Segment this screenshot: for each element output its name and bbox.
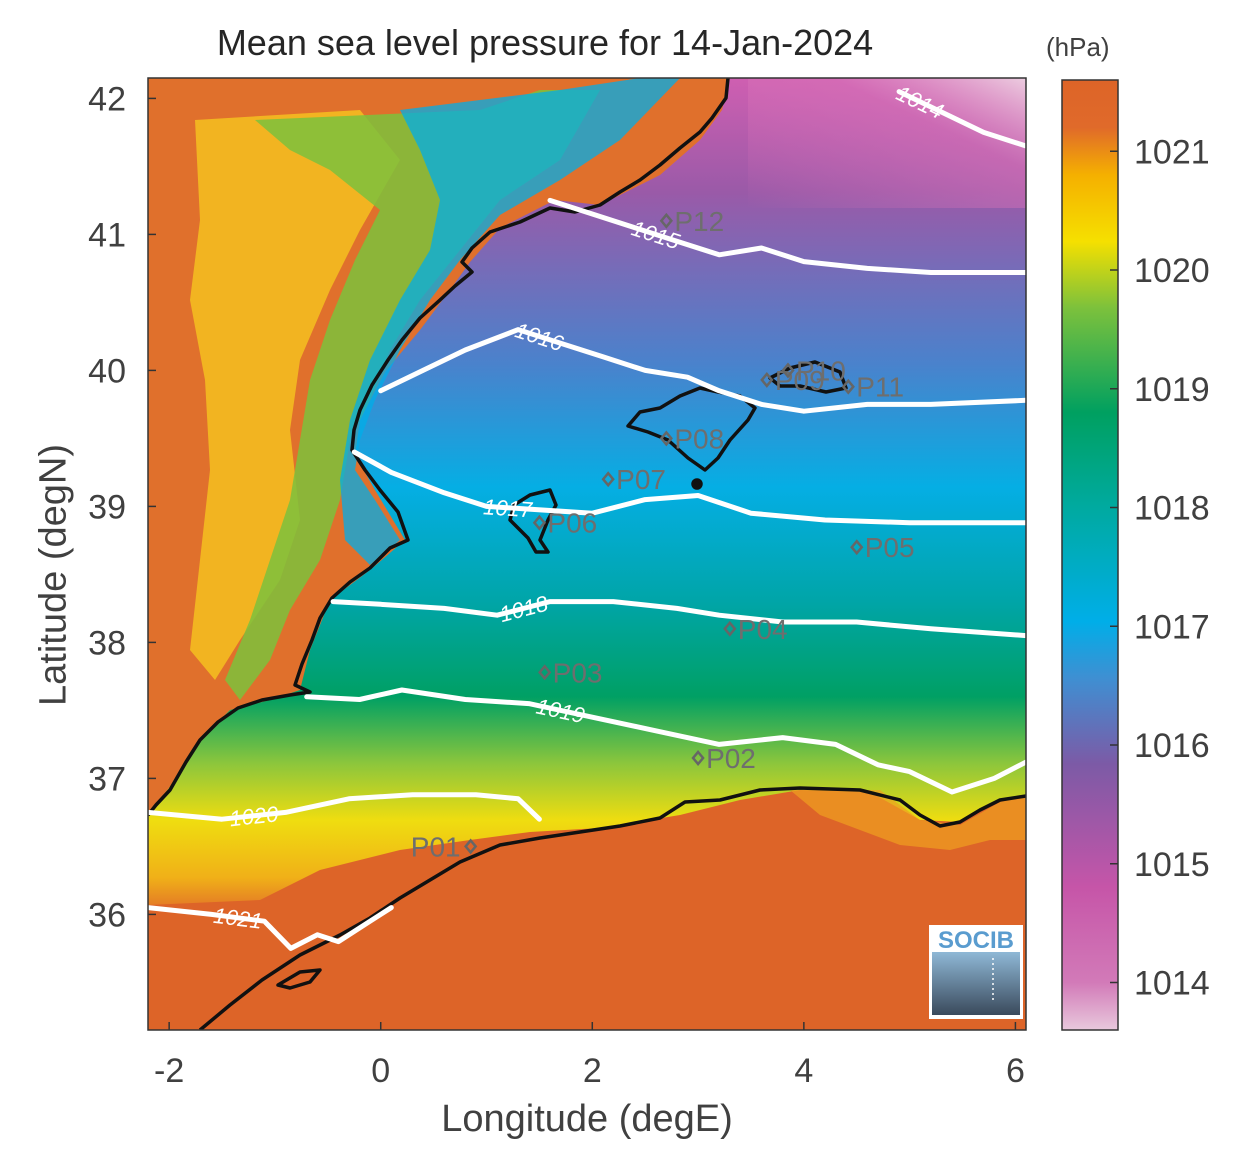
station-label: P04 <box>738 614 788 645</box>
x-tick-label: 2 <box>583 1052 602 1090</box>
y-tick-label: 41 <box>88 216 126 254</box>
station-marker <box>464 838 478 855</box>
isobar-1020 <box>148 792 542 822</box>
station-marker <box>601 471 615 488</box>
iberia-green-band <box>225 90 600 700</box>
africa-coastline <box>198 786 1026 1030</box>
y-tick-label: 42 <box>88 80 126 118</box>
station-label: P06 <box>547 508 597 539</box>
colorbar-tick-label: 1021 <box>1134 133 1210 171</box>
x-tick-label: 4 <box>794 1052 813 1090</box>
isobar-1016 <box>378 327 1026 414</box>
x-tick-label: -2 <box>154 1052 184 1090</box>
plot-frame <box>147 77 1027 1031</box>
isobar-label: 1021 <box>212 903 264 934</box>
station-marker <box>841 378 855 395</box>
iberia-teal-band <box>340 78 680 565</box>
y-tick-label: 37 <box>88 760 126 798</box>
y-tick-label: 38 <box>88 624 126 662</box>
station-marker <box>850 539 864 556</box>
y-tick-label: 40 <box>88 352 126 390</box>
isobar-label: 1017 <box>482 494 533 522</box>
iberia-yellow-band <box>190 110 400 680</box>
station-label: P02 <box>706 743 756 774</box>
alboran-island <box>276 968 322 990</box>
isobar-1014 <box>896 89 1026 149</box>
isobar-1019 <box>304 687 1026 795</box>
x-axis-ticks: -2 0 2 4 6 <box>154 1022 1025 1090</box>
colorbar-tick-label: 1019 <box>1134 371 1210 409</box>
x-axis-label: Longitude (degE) <box>441 1098 733 1140</box>
y-tick-label: 36 <box>88 896 126 934</box>
colorbar-tick-label: 1015 <box>1134 846 1210 884</box>
station-marker <box>723 620 737 637</box>
ibiza-coastline <box>508 488 558 554</box>
station-marker <box>659 430 673 447</box>
colorbar <box>1061 79 1119 1031</box>
y-axis-ticks: 36 37 38 39 40 41 42 <box>88 80 156 934</box>
isobar-label: 1020 <box>228 801 280 831</box>
isobar-1015 <box>547 197 1026 275</box>
station-label: P05 <box>865 532 915 563</box>
colorbar-tick-label: 1020 <box>1134 252 1210 290</box>
y-tick-label: 39 <box>88 488 126 526</box>
coastlines <box>148 78 1026 1030</box>
isobar-1018 <box>330 599 1026 639</box>
station-label: P07 <box>616 464 666 495</box>
colorbar-tick-label: 1016 <box>1134 727 1210 765</box>
socib-logo-text: SOCIB <box>938 927 1014 954</box>
station-marker <box>532 514 547 531</box>
station-label: P12 <box>674 206 724 237</box>
africa-coast-band <box>790 790 1026 850</box>
station-marker <box>760 371 774 388</box>
colorbar-unit: (hPa) <box>1046 32 1110 62</box>
cabrera-island <box>691 478 703 490</box>
mallorca-coastline <box>626 386 757 472</box>
station-marker <box>691 750 705 766</box>
colorbar-tick-label: 1018 <box>1134 490 1210 528</box>
station-marker <box>538 664 552 681</box>
station-label: P01 <box>411 831 461 862</box>
africa-land <box>148 790 1026 1030</box>
station-marker <box>781 362 795 379</box>
map-title: Mean sea level pressure for 14-Jan-2024 <box>216 22 874 63</box>
x-tick-label: 6 <box>1006 1052 1025 1090</box>
colorbar-tick-label: 1014 <box>1134 965 1210 1003</box>
menorca-coastline <box>768 360 848 394</box>
station-label: P03 <box>553 657 603 688</box>
station-label: P11 <box>856 372 904 403</box>
isobar-1021 <box>148 905 394 951</box>
station-label: P08 <box>674 423 724 454</box>
socib-logo: SOCIB <box>929 925 1023 1019</box>
isobar-1017 <box>351 449 1026 526</box>
iberia-coastline <box>148 78 730 817</box>
colorbar-tick-label: 1017 <box>1134 608 1210 646</box>
station-marker <box>659 212 673 229</box>
x-tick-label: 0 <box>371 1052 390 1090</box>
station-label: P10 <box>796 355 846 386</box>
colorbar-ticks: 1014 1015 1016 1017 1018 1019 1020 1021 <box>1110 133 1210 1003</box>
